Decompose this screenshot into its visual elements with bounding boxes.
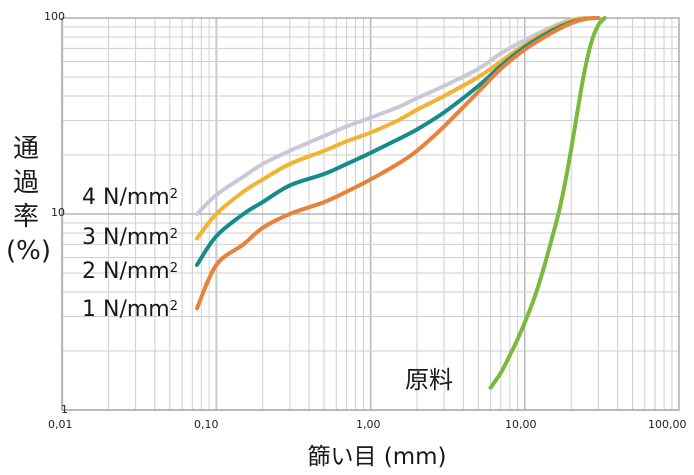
y-tick-10: 10 (51, 206, 65, 219)
legend-4-text: 4 N/mm (82, 185, 170, 210)
legend-4-sup: 2 (169, 187, 179, 202)
x-tick-0-10: 0,10 (194, 418, 219, 431)
series-line-4 (195, 16, 601, 311)
legend-4-nmm2: 4 N/mm2 (82, 186, 178, 210)
legend-3-sup: 2 (169, 227, 179, 242)
y-axis-title-char-1: 通 (12, 134, 39, 164)
legend-1-text: 1 N/mm (82, 297, 170, 322)
legend-2-sup: 2 (169, 261, 179, 276)
legend-1-nmm2: 1 N/mm2 (82, 298, 178, 322)
x-tick-0-01: 0,01 (48, 418, 73, 431)
y-axis-title-char-3: 率 (12, 202, 39, 232)
plot-frame (61, 17, 680, 411)
y-tick-1: 1 (61, 403, 68, 416)
series-lines (195, 16, 607, 390)
legend-3-nmm2: 3 N/mm2 (82, 226, 178, 250)
y-axis-title-char-2: 過 (12, 168, 39, 198)
x-tick-1-00: 1,00 (356, 418, 381, 431)
raw-material-label: 原料 (405, 366, 453, 394)
legend-2-text: 2 N/mm (82, 259, 170, 284)
series-line-5 (488, 16, 607, 390)
grid (61, 17, 680, 411)
x-axis-title: 篩い目 (mm) (307, 444, 447, 470)
legend-2-nmm2: 2 N/mm2 (82, 260, 178, 284)
y-tick-100: 100 (44, 10, 65, 23)
y-axis-title-char-4: (%) (6, 236, 51, 266)
legend-3-text: 3 N/mm (82, 225, 170, 250)
series-line-3 (195, 16, 601, 267)
x-tick-10-00: 10,00 (505, 418, 537, 431)
series-line-1 (195, 16, 589, 216)
legend-1-sup: 2 (169, 299, 179, 314)
y-axis-title: 通 過 率 (%) (6, 132, 51, 268)
x-tick-100-00: 100,00 (648, 418, 687, 431)
